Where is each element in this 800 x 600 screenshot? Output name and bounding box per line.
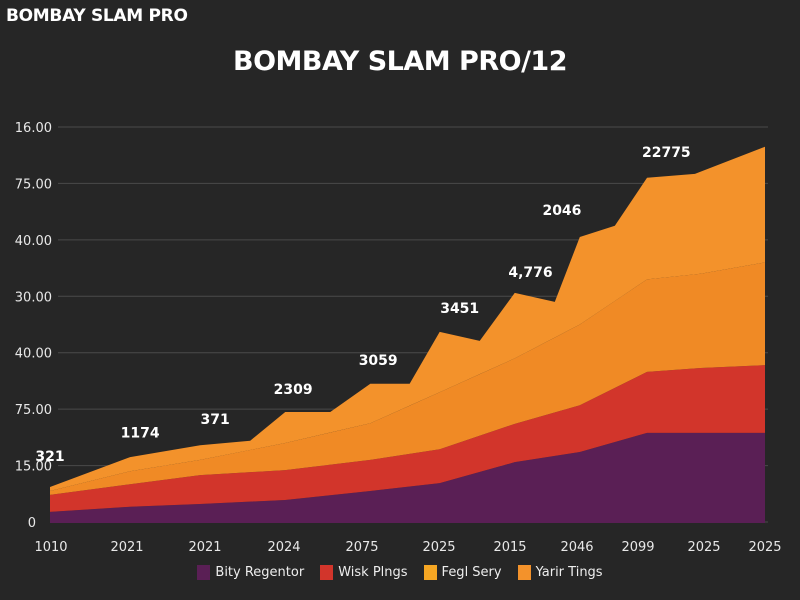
legend-swatch xyxy=(320,565,334,580)
area-yarir-tings xyxy=(50,146,765,491)
area-fegl-sery xyxy=(50,262,765,495)
x-tick-label: 2025 xyxy=(748,540,781,555)
x-tick-label: 2021 xyxy=(110,540,143,555)
legend-swatch xyxy=(423,565,437,580)
x-tick-label: 2099 xyxy=(621,540,654,555)
legend-item[interactable]: Yarir Tings xyxy=(517,565,603,580)
y-tick-label: 75.00 xyxy=(15,403,52,418)
data-label: 321 xyxy=(35,449,64,465)
legend-label: Bity Regentor xyxy=(215,565,305,580)
data-label: 22775 xyxy=(642,145,691,161)
legend-label: Yarir Tings xyxy=(535,565,603,580)
y-tick-label: 0 xyxy=(28,516,36,531)
x-tick-label: 2015 xyxy=(493,540,526,555)
y-tick-label: 75.00 xyxy=(15,177,52,192)
data-label: 1174 xyxy=(121,425,160,441)
y-tick-label: 40.00 xyxy=(15,234,52,249)
area-bity-regentor xyxy=(50,432,765,522)
y-tick-label: 30.00 xyxy=(15,290,52,305)
corner-title: BOMBAY SLAM PRO xyxy=(6,6,188,26)
legend-label: Fegl Sery xyxy=(441,565,502,580)
data-label: 2309 xyxy=(274,382,313,398)
legend-swatch xyxy=(517,565,531,580)
legend: Bity Regentor Wisk Plngs Fegl Sery Yarir… xyxy=(0,565,800,580)
data-label: 3451 xyxy=(440,301,479,317)
x-tick-label: 2021 xyxy=(188,540,221,555)
legend-label: Wisk Plngs xyxy=(338,565,408,580)
x-tick-label: 2025 xyxy=(687,540,720,555)
x-tick-label: 2024 xyxy=(267,540,300,555)
legend-item[interactable]: Wisk Plngs xyxy=(320,565,408,580)
legend-swatch xyxy=(197,565,211,580)
data-label: 3059 xyxy=(359,353,398,369)
legend-item[interactable]: Fegl Sery xyxy=(423,565,502,580)
data-label: 371 xyxy=(201,412,230,428)
data-label: 4,776 xyxy=(508,265,552,281)
y-tick-label: 15.00 xyxy=(15,460,52,475)
x-tick-label: 2046 xyxy=(560,540,593,555)
legend-item[interactable]: Bity Regentor xyxy=(197,565,304,580)
y-tick-label: 40.00 xyxy=(15,347,52,362)
area-wisk-plngs xyxy=(50,365,765,512)
x-tick-label: 2025 xyxy=(422,540,455,555)
y-tick-label: 16.00 xyxy=(15,121,52,136)
x-tick-label: 1010 xyxy=(34,540,67,555)
chart-title: BOMBAY SLAM PRO/12 xyxy=(232,46,568,77)
x-tick-label: 2075 xyxy=(345,540,378,555)
data-label: 2046 xyxy=(542,203,581,219)
